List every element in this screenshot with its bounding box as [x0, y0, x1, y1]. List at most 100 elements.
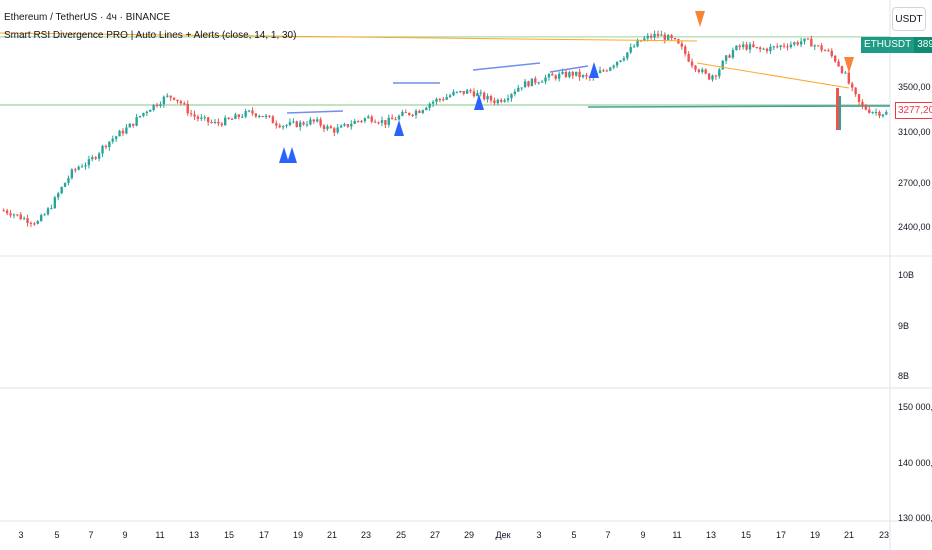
candle-body	[336, 127, 339, 133]
time-axis-tick: 15	[224, 530, 234, 540]
candle-body	[353, 120, 356, 124]
candle-body	[2, 210, 5, 212]
candle-body	[367, 116, 370, 119]
candle-body	[714, 75, 718, 77]
candle-body	[135, 117, 138, 126]
candle-body	[258, 116, 261, 118]
candle-body	[356, 120, 360, 122]
time-axis-tick: 29	[464, 530, 474, 540]
candle-body	[390, 117, 394, 120]
time-axis-tick: 11	[155, 530, 164, 540]
candle-body	[738, 45, 741, 48]
candle-body	[213, 121, 217, 123]
time-axis-tick: 25	[396, 530, 406, 540]
candle-body	[517, 88, 520, 92]
candle-body	[138, 115, 142, 118]
candle-body	[755, 46, 758, 48]
candle-body	[128, 123, 131, 128]
candle-body	[711, 75, 714, 80]
candle-body	[510, 94, 513, 99]
bearish-signal-marker	[844, 57, 854, 73]
candle-body	[646, 35, 649, 39]
candle-body	[667, 35, 670, 40]
candle-body	[697, 69, 701, 72]
bearish-divergence-line	[0, 32, 698, 42]
candle-body	[479, 92, 482, 94]
candle-body	[298, 122, 302, 128]
candle-body	[803, 38, 806, 42]
bullish-signal-marker	[589, 62, 599, 78]
candle-body	[544, 77, 547, 82]
candle-body	[404, 112, 408, 114]
time-axis-tick: 13	[706, 530, 716, 540]
candle-body	[707, 73, 711, 80]
candle-body	[615, 61, 619, 66]
candle-body	[465, 90, 469, 94]
candle-body	[632, 46, 636, 48]
candle-body	[159, 104, 162, 107]
candle-body	[39, 215, 43, 222]
candle-body	[19, 214, 22, 220]
candle-body	[333, 128, 336, 133]
candle-body	[762, 48, 765, 50]
indicator-axis-tick: 130 000,00	[898, 513, 932, 523]
candle-body	[196, 116, 200, 119]
candle-body	[343, 124, 346, 126]
candle-body	[179, 101, 183, 104]
candle-body	[421, 110, 425, 113]
candle-body	[523, 81, 527, 88]
candle-body	[217, 121, 220, 124]
time-axis-tick: 3	[18, 530, 23, 540]
candle-body	[799, 41, 803, 45]
level-price-badge: 3277,20	[895, 102, 932, 119]
candle-body	[530, 78, 534, 87]
time-axis-tick: 21	[844, 530, 854, 540]
candle-body	[247, 110, 251, 112]
candle-body	[84, 165, 87, 167]
volume-axis-tick: 10B	[898, 270, 914, 280]
candle-body	[571, 72, 574, 76]
candle-body	[677, 39, 680, 44]
candle-body	[329, 126, 333, 129]
currency-button[interactable]: USDT	[892, 7, 926, 31]
candle-body	[5, 210, 9, 214]
candle-body	[769, 46, 772, 52]
candle-body	[885, 111, 888, 115]
candle-body	[496, 99, 500, 104]
time-axis-tick: Дек	[495, 530, 510, 540]
symbol-legend[interactable]: Ethereum / TetherUS · 4ч · BINANCE	[4, 12, 171, 23]
candle-body	[602, 70, 605, 72]
candle-body	[241, 116, 244, 118]
candle-body	[220, 123, 223, 126]
bullish-divergence-line	[472, 62, 541, 71]
time-axis-tick: 5	[571, 530, 576, 540]
candle-body	[80, 166, 84, 168]
candle-body	[735, 45, 738, 51]
price-axis-tick: 3500,00	[898, 82, 931, 92]
candle-body	[568, 72, 571, 77]
candle-body	[748, 44, 752, 50]
candle-body	[694, 65, 697, 70]
time-axis-tick: 5	[54, 530, 59, 540]
candle-body	[295, 121, 298, 128]
candle-body	[94, 157, 97, 159]
candle-body	[380, 120, 384, 123]
last-price-badge: ETHUSDT 3899,95	[861, 37, 932, 53]
candle-body	[718, 69, 721, 77]
candle-body	[57, 193, 60, 198]
candle-body	[796, 42, 799, 45]
time-axis-tick: 19	[293, 530, 303, 540]
candle-body	[22, 218, 26, 220]
candle-body	[319, 119, 322, 126]
indicator-legend[interactable]: Smart RSI Divergence PRO | Auto Lines + …	[4, 30, 297, 41]
candle-body	[868, 109, 871, 113]
candle-body	[97, 153, 101, 159]
candle-body	[101, 145, 104, 154]
candle-body	[581, 75, 585, 78]
candle-body	[782, 45, 786, 47]
candle-body	[823, 50, 827, 52]
candle-body	[626, 52, 629, 59]
time-axis-tick: 7	[88, 530, 93, 540]
candle-body	[472, 91, 476, 97]
